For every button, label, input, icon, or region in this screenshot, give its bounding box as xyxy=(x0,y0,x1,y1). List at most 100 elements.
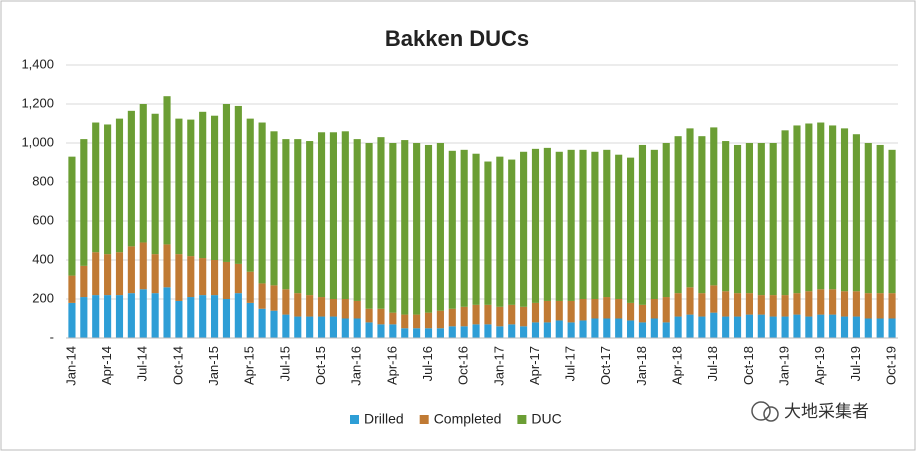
bar-segment xyxy=(876,293,884,319)
bar-segment xyxy=(258,308,266,338)
bar-segment xyxy=(448,150,456,309)
bar-segment xyxy=(793,293,801,315)
bar-segment xyxy=(306,141,314,296)
bar-segment xyxy=(211,260,219,296)
bar-segment xyxy=(341,318,349,338)
bar-segment xyxy=(329,132,337,299)
bar-segment xyxy=(222,299,231,338)
y-tick-label: 1,000 xyxy=(21,134,54,149)
bar-segment xyxy=(876,318,884,338)
bar-segment xyxy=(294,139,302,294)
bar-segment xyxy=(317,297,326,317)
bar-segment xyxy=(615,318,623,338)
bar-segment xyxy=(662,322,670,338)
bar-segment xyxy=(329,316,337,338)
bar-segment xyxy=(698,316,706,338)
bar-segment xyxy=(246,271,254,303)
bar-segment xyxy=(234,293,242,338)
bar-segment xyxy=(531,148,540,303)
bar-segment xyxy=(92,252,100,296)
bar-segment xyxy=(270,310,278,338)
bar-segment xyxy=(104,295,112,338)
watermark-icon xyxy=(763,406,779,422)
bar-segment xyxy=(413,328,421,338)
bar-segment xyxy=(365,143,373,309)
bar-segment xyxy=(508,159,516,305)
bar-segment xyxy=(377,324,385,338)
bar-segment xyxy=(377,137,385,309)
bar-segment xyxy=(829,289,837,315)
bar-segment xyxy=(888,293,896,319)
x-tick-label: Jul-18 xyxy=(705,346,720,381)
bar-segment xyxy=(175,254,183,301)
bar-segment xyxy=(852,291,860,317)
bar-segment xyxy=(187,297,195,338)
bar-segment xyxy=(270,285,278,311)
bar-segment xyxy=(353,300,361,319)
legend-label: Drilled xyxy=(364,411,404,427)
bar-segment xyxy=(246,118,254,272)
x-tick-label: Apr-15 xyxy=(242,346,257,385)
bar-segment xyxy=(543,300,551,323)
bar-segment xyxy=(722,291,730,317)
bar-segment xyxy=(769,295,777,317)
x-tick-label: Oct-14 xyxy=(170,346,185,385)
bar-segment xyxy=(603,149,611,298)
bar-segment xyxy=(139,104,147,243)
bar-segment xyxy=(520,151,528,307)
bar-segment xyxy=(745,314,753,338)
bar-segment xyxy=(852,316,860,338)
bar-segment xyxy=(733,144,742,294)
bar-segment xyxy=(591,151,599,299)
bar-segment xyxy=(852,134,860,292)
bar-segment xyxy=(115,118,124,253)
bar-segment xyxy=(757,295,765,315)
bar-segment xyxy=(591,299,599,319)
bar-segment xyxy=(270,131,278,286)
bar-segment xyxy=(674,316,682,338)
bar-segment xyxy=(745,293,753,315)
x-tick-label: Jul-15 xyxy=(277,346,292,381)
bar-segment xyxy=(460,306,468,327)
y-tick-label: 600 xyxy=(32,212,54,227)
bar-segment xyxy=(199,258,207,296)
bar-segment xyxy=(294,293,302,317)
bar-segment xyxy=(769,316,777,338)
watermark-icon xyxy=(751,401,771,421)
bar-segment xyxy=(353,139,361,301)
bar-segment xyxy=(650,318,658,338)
bar-segment xyxy=(531,322,540,338)
bar-segment xyxy=(567,149,575,301)
legend-swatch xyxy=(350,415,359,424)
y-tick-label: - xyxy=(50,329,54,344)
bar-segment xyxy=(840,316,849,338)
x-tick-label: Jul-14 xyxy=(135,346,150,381)
bar-segment xyxy=(496,156,504,307)
bar-segment xyxy=(579,320,587,338)
bar-segment xyxy=(864,293,872,319)
bar-segment xyxy=(68,156,76,276)
bar-segment xyxy=(484,161,492,305)
bar-segment xyxy=(127,246,135,294)
bar-segment xyxy=(638,304,647,323)
bar-segment xyxy=(567,322,575,338)
bar-segment xyxy=(80,297,88,338)
bar-segment xyxy=(650,149,658,299)
x-tick-label: Apr-19 xyxy=(812,346,827,385)
bar-segment xyxy=(92,122,100,253)
bar-segment xyxy=(781,130,789,296)
x-tick-label: Jan-15 xyxy=(206,346,221,386)
bar-segment xyxy=(317,316,326,338)
bar-segment xyxy=(793,314,801,338)
bar-segment xyxy=(710,127,718,286)
bar-segment xyxy=(163,287,171,338)
bar-segment xyxy=(424,144,433,313)
x-tick-label: Apr-17 xyxy=(527,346,542,385)
x-tick-label: Apr-16 xyxy=(384,346,399,385)
legend-swatch xyxy=(419,415,429,424)
bar-segment xyxy=(365,322,373,338)
bar-segment xyxy=(424,312,433,329)
bar-segment xyxy=(151,113,159,255)
bar-segment xyxy=(840,128,849,292)
